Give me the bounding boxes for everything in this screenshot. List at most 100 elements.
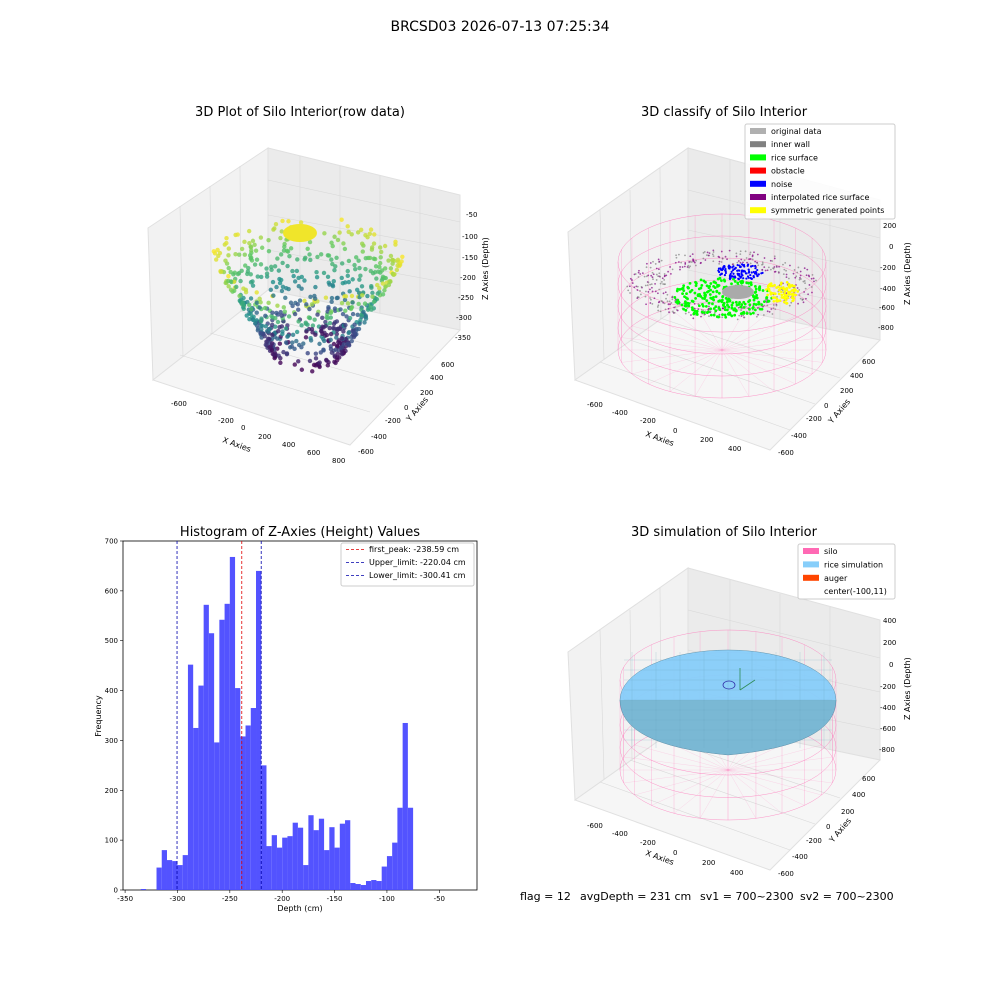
tick-label: 400 — [282, 441, 295, 449]
tick-label: 0 — [824, 402, 828, 410]
x-tick-label: -350 — [117, 895, 133, 903]
histogram-bar — [397, 807, 403, 890]
legend-swatch — [750, 141, 766, 148]
tick-label: -600 — [587, 401, 603, 409]
tick-label: -200 — [880, 683, 896, 691]
simulation-rice-surface — [619, 649, 837, 756]
simulation-zlabel: Z Axies (Depth) — [903, 657, 912, 720]
tick-label: 600 — [441, 361, 454, 369]
histogram-bar — [250, 708, 257, 890]
histogram-bar — [365, 881, 372, 890]
histogram-bars — [140, 556, 414, 890]
histogram-bar — [166, 860, 173, 890]
flag-text: flag = 12 — [520, 890, 571, 903]
raw-axes-box — [147, 147, 461, 446]
tick-label: 0 — [673, 849, 677, 857]
legend-swatch — [750, 154, 766, 161]
raw-point-cloud — [211, 217, 405, 374]
tick-label: -350 — [455, 334, 471, 342]
tick-label: 600 — [862, 775, 875, 783]
classify-point-cloud — [626, 249, 817, 321]
sv2-text: sv2 = 700~2300 — [800, 890, 894, 903]
histogram-ylabel: Frequency — [94, 695, 103, 737]
classify-ylabel: Y Axies — [826, 397, 852, 426]
tick-label: 0 — [404, 404, 408, 412]
tick-label: 0 — [241, 424, 245, 432]
histogram-bar — [292, 822, 298, 890]
histogram-bar — [360, 885, 366, 890]
histogram-bar — [187, 664, 194, 890]
status-footer: flag = 12 avgDepth = 231 cm sv1 = 700~23… — [520, 890, 894, 903]
tick-label: 400 — [852, 791, 865, 799]
y-tick-label: 200 — [105, 787, 118, 795]
tick-label: -400 — [371, 433, 387, 441]
histogram-bar — [256, 570, 262, 890]
tick-label: 200 — [258, 433, 271, 441]
tick-label: -400 — [196, 409, 212, 417]
tick-label: 0 — [673, 427, 677, 435]
histogram-bar — [261, 765, 267, 890]
histogram-bar — [140, 889, 147, 890]
legend-label: original data — [771, 127, 822, 136]
x-tick-label: -200 — [274, 895, 290, 903]
raw-x-ticks: -600 -400 -200 0 200 400 600 800 — [171, 400, 345, 465]
legend-label: obstacle — [771, 167, 805, 176]
histogram-bar — [172, 861, 178, 890]
tick-label: -800 — [879, 746, 895, 754]
classify-xlabel: X Axies — [644, 429, 675, 448]
x-tick-label: -300 — [170, 895, 186, 903]
histogram-bar — [193, 727, 199, 890]
tick-label: -150 — [462, 254, 478, 262]
tick-label: 0 — [889, 243, 893, 251]
histogram-bar — [371, 880, 377, 890]
histogram-bar — [282, 837, 288, 890]
raw-y-ticks: -600 -400 -200 0 200 400 600 — [358, 361, 454, 456]
panel-histogram: Histogram of Z-Axies (Height) Values -35… — [94, 525, 478, 913]
tick-label: -400 — [880, 704, 896, 712]
histogram-xlabel: Depth (cm) — [277, 904, 322, 913]
histogram-y-ticks: 0 100 200 300 400 500 600 700 — [105, 538, 123, 895]
legend-swatch — [750, 167, 766, 174]
tick-label: -600 — [778, 870, 794, 878]
simulation-legend: silo rice simulation auger center(-100,11) — [797, 543, 896, 600]
panel-classify-3d: 3D classify of Silo Interior original da… — [567, 105, 912, 457]
figure-suptitle: BRCSD03 2026-07-13 07:25:34 — [390, 19, 609, 35]
panel-simulation-3d: 3D simulation of Silo Interior sil — [567, 525, 912, 878]
tick-label: 800 — [332, 457, 345, 465]
histogram-bar — [324, 850, 330, 890]
legend-label: rice surface — [771, 153, 818, 162]
tick-label: -800 — [878, 324, 894, 332]
legend-label: rice simulation — [824, 560, 883, 569]
tick-label: 200 — [702, 859, 715, 867]
tick-label: -400 — [880, 285, 896, 293]
histogram-bar — [345, 820, 351, 890]
histogram-bar — [303, 865, 309, 890]
y-tick-label: 100 — [105, 837, 118, 845]
histogram-bar — [334, 847, 340, 890]
tick-label: -200 — [218, 417, 234, 425]
histogram-bar — [245, 725, 251, 890]
histogram-bar — [266, 846, 272, 890]
histogram-bar — [203, 604, 209, 890]
legend-label: center(-100,11) — [824, 587, 887, 596]
tick-label: -600 — [358, 448, 374, 456]
y-tick-label: 400 — [105, 687, 118, 695]
tick-label: -600 — [171, 400, 187, 408]
tick-label: -600 — [879, 304, 895, 312]
histogram-x-ticks: -350 -300 -250 -200 -150 -100 -50 — [117, 890, 445, 903]
simulation-y-ticks: -600 -400 -200 0 200 400 600 — [778, 775, 875, 878]
tick-label: 200 — [420, 389, 433, 397]
y-tick-label: 700 — [105, 538, 118, 546]
histogram-bar — [214, 742, 220, 890]
simulation-ylabel: Y Axies — [827, 816, 853, 845]
histogram-bar — [198, 685, 204, 890]
legend-label: silo — [824, 547, 838, 556]
tick-label: 0 — [889, 661, 893, 669]
histogram-bar — [271, 835, 277, 890]
simulation-x-ticks: -600 -400 -200 0 200 400 — [587, 822, 743, 877]
tick-label: -300 — [456, 314, 472, 322]
histogram-bar — [339, 823, 346, 890]
tick-label: 400 — [430, 374, 443, 382]
tick-label: -200 — [806, 837, 822, 845]
simulation-xlabel: X Axies — [644, 848, 675, 867]
